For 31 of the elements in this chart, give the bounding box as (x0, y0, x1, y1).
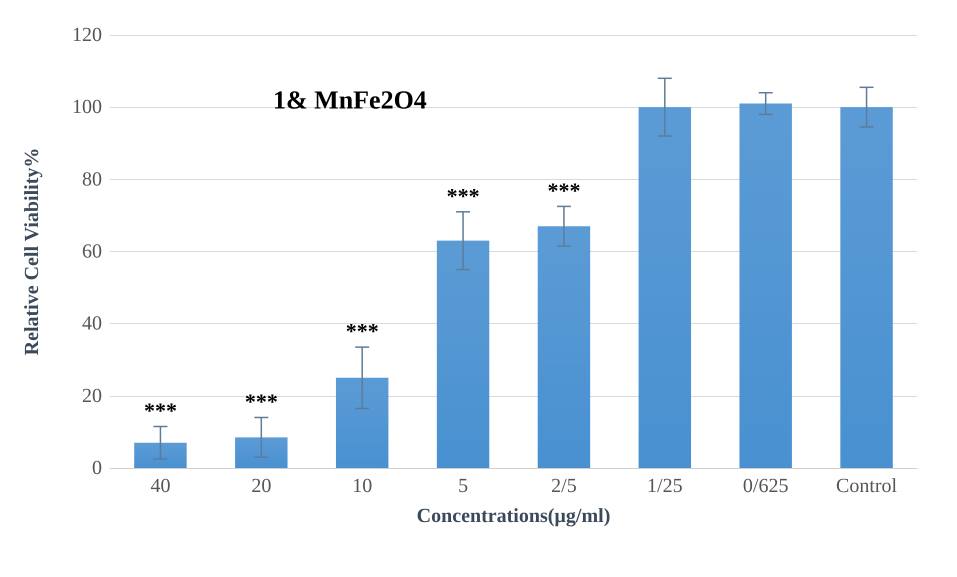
annotation: *** (547, 178, 580, 203)
x-tick-label: 5 (458, 475, 468, 497)
y-tick-label: 100 (72, 96, 102, 118)
x-tick-label: Control (836, 475, 898, 497)
y-tick-label: 40 (82, 312, 102, 335)
bar (336, 378, 388, 468)
y-axis-title: Relative Cell Viability% (21, 148, 43, 356)
y-tick-label: 0 (92, 457, 102, 479)
annotation: *** (244, 388, 278, 414)
x-tick-label: 20 (251, 475, 272, 497)
text: 1& MnFe2O4 (273, 86, 427, 114)
y-tick-label: 20 (82, 384, 102, 407)
bar (436, 240, 490, 468)
x-tick-label: 0/625 (742, 475, 788, 497)
x-tick-label: 40 (150, 475, 170, 497)
bar (134, 442, 187, 468)
annotation: *** (446, 183, 480, 208)
bar (638, 107, 692, 468)
x-axis-title: Concentrations(µg/ml) (416, 505, 610, 527)
annotation: *** (144, 398, 177, 424)
bar (538, 226, 590, 468)
bar (235, 437, 288, 468)
x-tick-label: 10 (352, 475, 372, 497)
y-tick-label: 60 (82, 240, 102, 262)
x-tick-label: 1/25 (647, 475, 683, 497)
annotation: *** (346, 318, 379, 344)
y-tick-label: 120 (72, 24, 102, 46)
bar (739, 104, 792, 468)
y-tick-label: 80 (82, 168, 102, 190)
bar (840, 107, 893, 468)
x-tick-label: 2/5 (551, 475, 577, 497)
